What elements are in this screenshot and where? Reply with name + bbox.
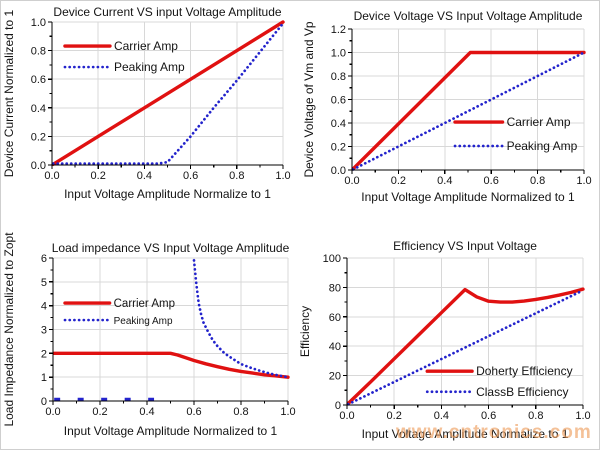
x-tick-label: 0.0 <box>45 406 60 418</box>
legend-label: Carrier Amp <box>114 298 175 310</box>
x-tick-label: 0.6 <box>186 406 201 418</box>
x-axis-label: Input Voltage Amplitude Normalize to 1 <box>64 187 271 201</box>
series-peaking-amp <box>54 259 290 401</box>
y-tick-label: 1.0 <box>331 48 346 60</box>
y-axis-label: Device Voltage of Vm and Vp <box>302 21 316 177</box>
series-doherty-efficiency <box>346 287 585 406</box>
gridlines <box>346 257 584 406</box>
series-peaking-amp <box>51 22 285 165</box>
legend: Carrier Amp Peaking Amp <box>63 39 185 74</box>
x-axis-label: Input Voltage Amplitude Normalize to 1 <box>362 427 569 441</box>
x-tick-label: 0.0 <box>339 410 354 422</box>
tick-marks <box>348 28 585 174</box>
x-tick-label: 0.0 <box>344 175 359 187</box>
y-axis-label: Efficiency <box>300 306 312 357</box>
y-tick-label: 0.0 <box>31 160 46 172</box>
chart-svg: 0.0 0.2 0.4 0.6 0.8 1.0 0 1 2 3 4 5 6 Load impedance … <box>2 232 296 438</box>
x-tick-label: 0.8 <box>530 175 545 187</box>
chart-title: Device Voltage VS Input Voltage Amplitud… <box>354 9 583 23</box>
legend-label: ClassB Efficiency <box>476 385 568 399</box>
y-tick-label: 0.8 <box>31 46 46 58</box>
series-carrier-amp <box>351 50 586 171</box>
series-classb-efficiency <box>346 288 585 406</box>
series-carrier-amp <box>51 20 285 166</box>
legend: Carrier Amp Peaking Amp <box>63 298 175 327</box>
legend-label: Carrier Amp <box>507 115 571 129</box>
x-axis-label: Input Voltage Amplitude Normalized to 1 <box>64 424 278 438</box>
y-tick-label: 60 <box>329 312 341 324</box>
legend: Carrier Amp Peaking Amp <box>453 115 578 153</box>
y-tick-label: 1.0 <box>31 17 46 29</box>
series-carrier-amp <box>52 351 290 379</box>
y-tick-label: 0.4 <box>31 103 46 115</box>
chart-load-impedance: 0.0 0.2 0.4 0.6 0.8 1.0 0 1 2 3 4 5 6 Load impedance … <box>0 225 300 450</box>
y-tick-label: 80 <box>329 282 341 294</box>
y-tick-label: 0 <box>41 396 47 408</box>
chart-title: Device Current VS input Voltage Amplitud… <box>53 5 281 19</box>
y-tick-label: 0.0 <box>331 165 346 177</box>
x-tick-label: 0.8 <box>233 406 248 418</box>
x-tick-label: 1.0 <box>575 410 590 422</box>
y-tick-label: 0.8 <box>331 71 346 83</box>
y-tick-label: 5 <box>41 277 47 289</box>
y-axis-label: Device Current Normalized to 1 <box>2 9 16 177</box>
x-tick-label: 0.2 <box>391 175 406 187</box>
chart-efficiency: 0.0 0.2 0.4 0.6 0.8 1.0 0 20 40 60 80 100 Efficiency… <box>300 225 600 450</box>
chart-device-current: 0.0 0.2 0.4 0.6 0.8 1.0 0.0 0.2 0.4 0.6 0.8 1.0 Devi… <box>0 0 300 225</box>
x-axis-label: Input Voltage Amplitude Normalized to 1 <box>361 190 575 204</box>
x-tick-label: 0.8 <box>229 170 244 182</box>
x-tick-label: 0.6 <box>481 410 496 422</box>
tick-marks <box>48 21 284 169</box>
y-tick-label: 1.2 <box>331 24 346 36</box>
y-tick-label: 0.6 <box>331 95 346 107</box>
x-tick-label: 1.0 <box>280 406 295 418</box>
series-peaking-amp <box>351 51 586 171</box>
y-axis-label: Load Impedance Normalized to Zopt <box>2 232 16 427</box>
chart-title: Efficiency VS Input Voltage <box>393 239 537 253</box>
axes <box>346 258 583 406</box>
legend-label: Peaking Amp <box>507 139 578 153</box>
x-tick-label: 0.6 <box>183 170 198 182</box>
y-tick-label: 0.4 <box>331 118 346 130</box>
x-tick-label: 0.2 <box>92 406 107 418</box>
x-tick-label: 0.6 <box>484 175 499 187</box>
x-tick-label: 0.4 <box>137 170 152 182</box>
chart-title: Load impedance VS Input Voltage Amplitud… <box>52 241 290 255</box>
gridlines <box>52 257 289 402</box>
legend-label: Peaking Amp <box>114 60 185 74</box>
x-tick-label: 0.4 <box>139 406 154 418</box>
legend-label: Peaking Amp <box>114 316 173 327</box>
y-tick-label: 40 <box>329 341 341 353</box>
chart-svg: 0.0 0.2 0.4 0.6 0.8 1.0 0 20 40 60 80 100 Efficiency… <box>300 239 591 441</box>
y-tick-label: 0.6 <box>31 74 46 86</box>
x-tick-label: 1.0 <box>275 170 290 182</box>
y-tick-label: 0.2 <box>31 131 46 143</box>
x-tick-label: 0.2 <box>91 170 106 182</box>
y-tick-label: 0 <box>335 400 341 412</box>
x-tick-label: 0.4 <box>437 175 452 187</box>
y-tick-label: 6 <box>41 253 47 265</box>
y-tick-label: 4 <box>41 301 47 313</box>
chart-device-voltage: 0.0 0.2 0.4 0.6 0.8 1.0 0.0 0.2 0.4 0.6 0.8 1.0 1.2 D… <box>300 0 600 225</box>
x-tick-label: 0.0 <box>44 170 59 182</box>
legend-label: Carrier Amp <box>114 39 178 53</box>
legend-label: Doherty Efficiency <box>476 364 573 378</box>
tick-marks <box>49 257 289 405</box>
y-tick-label: 1 <box>41 372 47 384</box>
y-tick-label: 0.2 <box>331 142 346 154</box>
y-tick-label: 3 <box>41 325 47 337</box>
chart-svg: 0.0 0.2 0.4 0.6 0.8 1.0 0.0 0.2 0.4 0.6 0.8 1.0 Devi… <box>2 5 291 201</box>
x-tick-label: 1.0 <box>576 175 591 187</box>
x-tick-label: 0.8 <box>528 410 543 422</box>
y-tick-label: 20 <box>329 371 341 383</box>
y-tick-label: 100 <box>323 253 341 265</box>
x-tick-label: 0.4 <box>434 410 449 422</box>
chart-svg: 0.0 0.2 0.4 0.6 0.8 1.0 0.0 0.2 0.4 0.6 0.8 1.0 1.2 D… <box>302 9 592 204</box>
x-tick-label: 0.2 <box>387 410 402 422</box>
tick-marks <box>343 257 584 409</box>
y-tick-label: 2 <box>41 348 47 360</box>
legend: Doherty Efficiency ClassB Efficiency <box>425 364 573 399</box>
